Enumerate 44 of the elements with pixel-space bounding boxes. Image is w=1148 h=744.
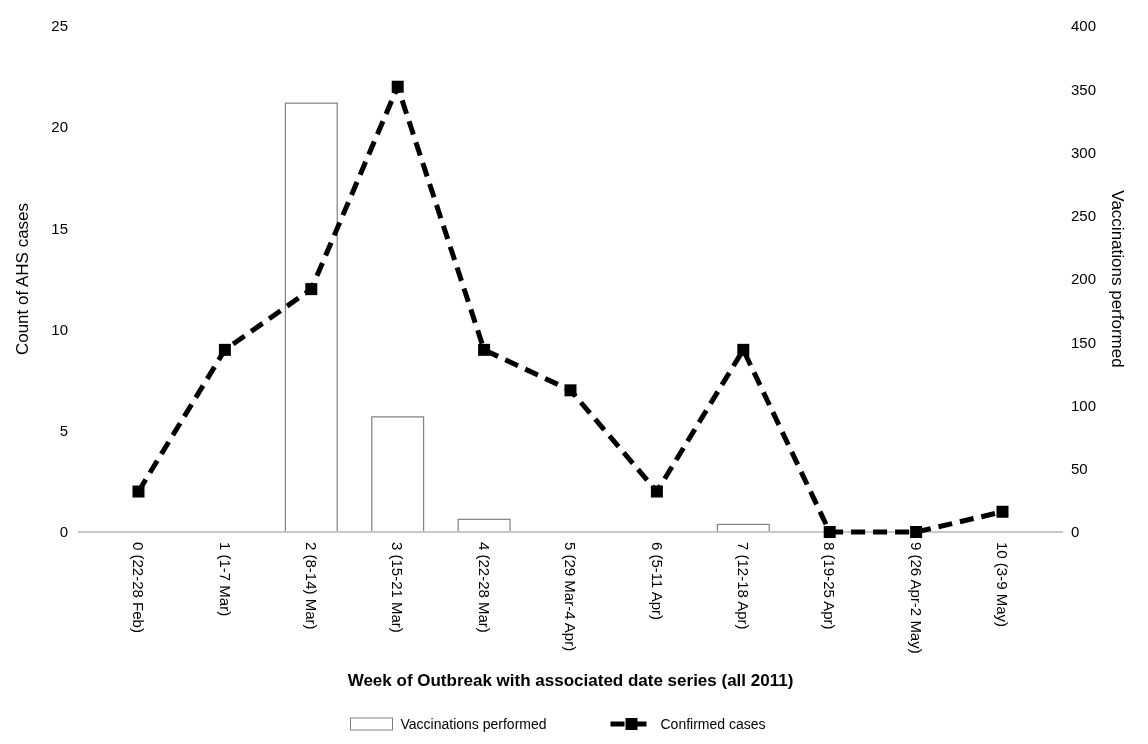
point [996, 505, 1009, 518]
point [478, 343, 491, 356]
y2-tick-label: 300 [1071, 143, 1097, 161]
y2-tick-label: 0 [1071, 523, 1080, 541]
x-tick-label: 0 (22-28 Feb) [130, 542, 148, 633]
y2-tick-label: 250 [1071, 207, 1097, 224]
x-tick-label: 3 (15-21 Mar) [389, 542, 407, 633]
bar [284, 102, 338, 533]
y2-tick-label: 150 [1071, 333, 1097, 351]
y2-tick-label: 50 [1071, 460, 1088, 477]
point [132, 485, 145, 498]
point [737, 343, 750, 356]
y-tick-label: 0 [59, 523, 68, 541]
point [218, 343, 231, 356]
point [305, 283, 318, 296]
x-tick-label: 9 (26 Apr-2 May) [907, 542, 925, 654]
point [564, 384, 577, 397]
x-tick-label: 4 (22-28 Mar) [475, 542, 493, 633]
y-tick-label: 10 [51, 320, 68, 338]
x-axis-title: Week of Outbreak with associated date series (all 2011) [347, 671, 794, 690]
y2-tick-label: 350 [1071, 80, 1097, 98]
y-tick-label: 15 [51, 219, 68, 237]
y-tick-label: 20 [51, 118, 68, 136]
point [823, 526, 836, 538]
point [910, 526, 923, 538]
x-tick-label: 2 (8-14) Mar) [303, 542, 321, 630]
legend-label: Confirmed cases [660, 715, 766, 732]
y2-axis-title: Vaccinations performed [1108, 190, 1127, 368]
y2-tick-label: 100 [1071, 396, 1097, 414]
y2-tick-label: 400 [1071, 17, 1097, 35]
y-axis-title: Count of AHS cases [13, 202, 32, 356]
x-tick-label: 6 (5-11 Apr) [648, 542, 666, 621]
y-tick-label: 25 [51, 17, 68, 35]
x-tick-label: 10 (3-9 May) [994, 542, 1012, 628]
y-tick-label: 5 [59, 422, 68, 440]
x-tick-label: 1 (1-7 Mar) [216, 542, 234, 617]
x-tick-label: 5 (29 Mar-4 Apr) [562, 542, 580, 652]
x-tick-label: 8 (19-25 Apr) [821, 542, 839, 630]
legend-label: Vaccinations performed [400, 715, 547, 732]
bar [371, 416, 425, 533]
x-tick-label: 7 (12-18 Apr) [735, 542, 753, 630]
y2-tick-label: 200 [1071, 270, 1097, 288]
point [650, 485, 663, 498]
point [391, 80, 404, 93]
